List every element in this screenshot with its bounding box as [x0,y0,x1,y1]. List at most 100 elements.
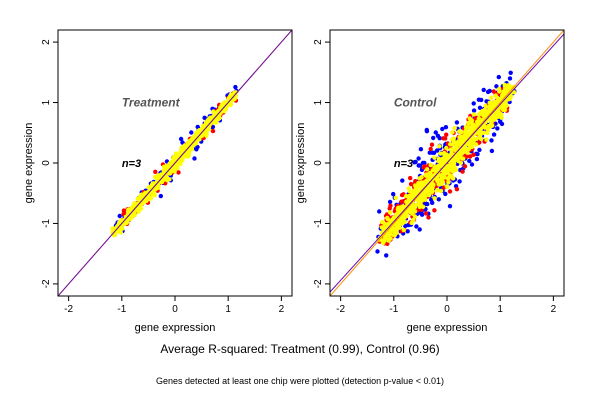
data-point-yellow [426,192,432,197]
data-point-blue [375,249,380,254]
data-point-red [429,142,435,147]
data-point-yellow [401,227,406,233]
data-point-blue [489,148,495,154]
data-point-blue [192,156,197,161]
data-point-yellow [489,95,494,101]
data-point-yellow [382,221,387,226]
data-point-yellow [450,130,455,135]
data-point-yellow [418,202,423,207]
data-point-yellow [503,87,508,93]
data-point-yellow [429,181,434,187]
data-point-red [443,136,448,141]
data-point-yellow [502,92,507,97]
data-point-yellow [148,196,154,201]
data-point-yellow [166,169,171,174]
data-point-yellow [381,240,386,246]
x-tick-label: 0 [172,304,178,315]
y-tick-label: -2 [41,279,52,288]
data-point-yellow [136,209,141,214]
data-point-yellow [432,196,437,201]
data-point-blue [481,87,486,93]
data-point-yellow [416,180,421,186]
regression-line-fit_line [58,30,292,296]
data-point-yellow [388,236,393,241]
data-point-yellow [428,186,433,191]
data-point-yellow [387,210,393,215]
data-point-blue [417,227,422,232]
data-point-yellow [493,93,498,98]
data-point-yellow [178,161,183,166]
data-point-blue [405,229,410,234]
data-point-blue [117,213,122,219]
data-point-yellow [410,207,415,212]
data-point-yellow [376,237,381,242]
data-point-blue [233,84,238,90]
sample-size-label: n=3 [394,158,413,170]
data-point-yellow [434,167,440,172]
data-point-blue [471,101,476,106]
data-point-yellow [444,184,450,189]
data-point-yellow [439,174,445,180]
data-point-yellow [506,83,512,88]
data-point-yellow [478,136,484,141]
data-point-blue [387,199,393,205]
data-point-blue [431,135,436,141]
data-point-red [153,169,158,174]
data-point-yellow [391,233,397,238]
data-point-blue [434,148,440,153]
y-tick-label: -2 [313,279,324,288]
figure-caption: Average R-squared: Treatment (0.99), Con… [160,342,440,356]
y-tick-label: 1 [41,99,52,105]
data-point-yellow [456,139,461,144]
data-point-yellow [486,123,491,129]
data-point-blue [474,156,480,162]
figure-note: Genes detected at least one chip were pl… [156,376,444,386]
data-point-yellow [474,142,479,147]
data-point-yellow [395,212,400,217]
data-point-yellow [499,112,504,117]
data-point-blue [430,150,435,155]
data-point-yellow [432,155,437,160]
data-point-yellow [163,175,169,181]
data-point-yellow [444,169,449,175]
data-point-blue [436,197,441,202]
data-point-red [423,211,429,216]
data-point-yellow [217,116,222,121]
data-point-blue [194,147,199,152]
data-point-blue [491,132,497,137]
data-point-yellow [445,176,451,181]
data-point-yellow [410,211,415,216]
data-point-blue [425,201,430,207]
x-tick-label: -1 [389,304,398,315]
x-axis-label: gene expression [407,322,488,334]
data-point-yellow [423,180,428,185]
data-point-blue [416,156,421,161]
data-point-yellow [438,188,444,194]
data-point-yellow [409,195,414,200]
chart-panel-2: -2 -1 0 1 2 -2 -1 0 1 2 gene expression gene expres… [295,29,565,334]
data-point-yellow [181,155,186,160]
data-point-blue [437,136,442,141]
data-point-yellow [404,193,409,199]
data-point-blue [189,130,194,135]
data-point-blue [477,105,483,111]
data-point-yellow [450,142,455,147]
x-tick-label: 0 [444,304,450,315]
data-point-blue [471,108,477,113]
data-point-red [399,199,404,204]
x-tick-label: -2 [336,304,345,315]
data-point-yellow [137,202,142,207]
data-point-red [468,154,473,159]
panel-title: Control [394,96,437,110]
data-point-yellow [436,158,441,164]
sample-size-label: n=3 [122,158,141,170]
data-point-red [387,206,392,211]
data-point-yellow [483,103,488,109]
data-point-yellow [446,180,451,185]
data-point-blue [377,209,382,214]
data-point-yellow [446,165,451,171]
data-point-yellow [456,158,461,164]
data-point-yellow [121,218,126,223]
data-point-red [454,187,460,192]
